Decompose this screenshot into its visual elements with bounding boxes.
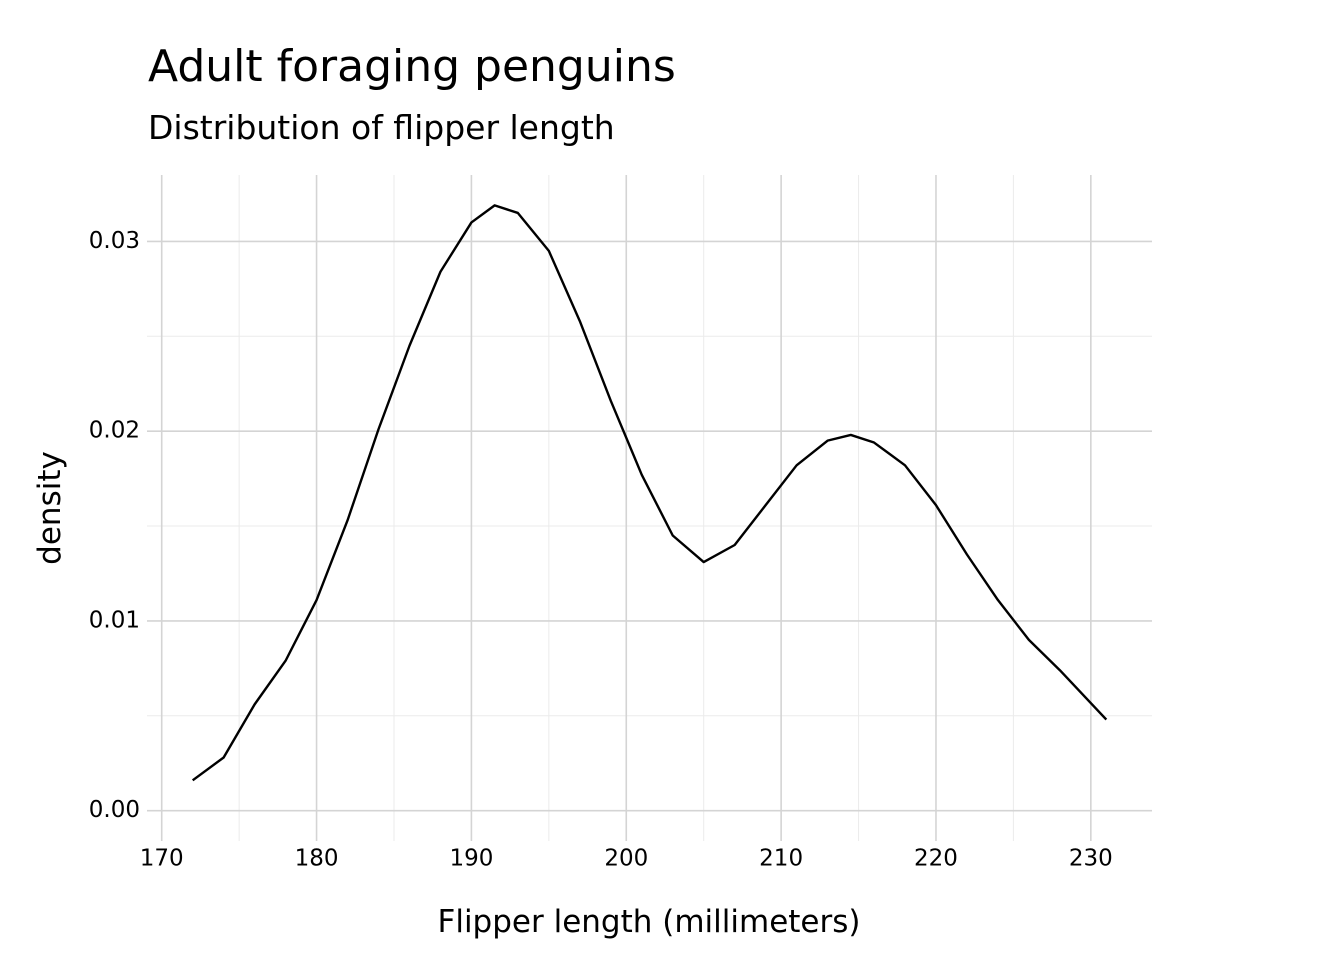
x-tick-label: 190 [449,846,493,872]
y-tick-label: 0.03 [89,228,140,254]
x-tick-label: 180 [295,846,339,872]
y-tick-label: 0.02 [89,418,140,444]
chart-title: Adult foraging penguins [148,41,676,92]
density-line [191,204,1108,782]
x-axis-title: Flipper length (millimeters) [438,904,861,940]
y-tick-label: 0.01 [89,607,140,633]
x-tick-label: 200 [604,846,648,872]
x-tick-label: 170 [140,846,184,872]
y-tick-label: 0.00 [89,797,140,823]
chart-subtitle: Distribution of flipper length [148,108,615,147]
x-tick-label: 210 [759,846,803,872]
x-tick-label: 220 [914,846,958,872]
x-tick-label: 230 [1069,846,1113,872]
y-axis-title: density [32,451,68,565]
